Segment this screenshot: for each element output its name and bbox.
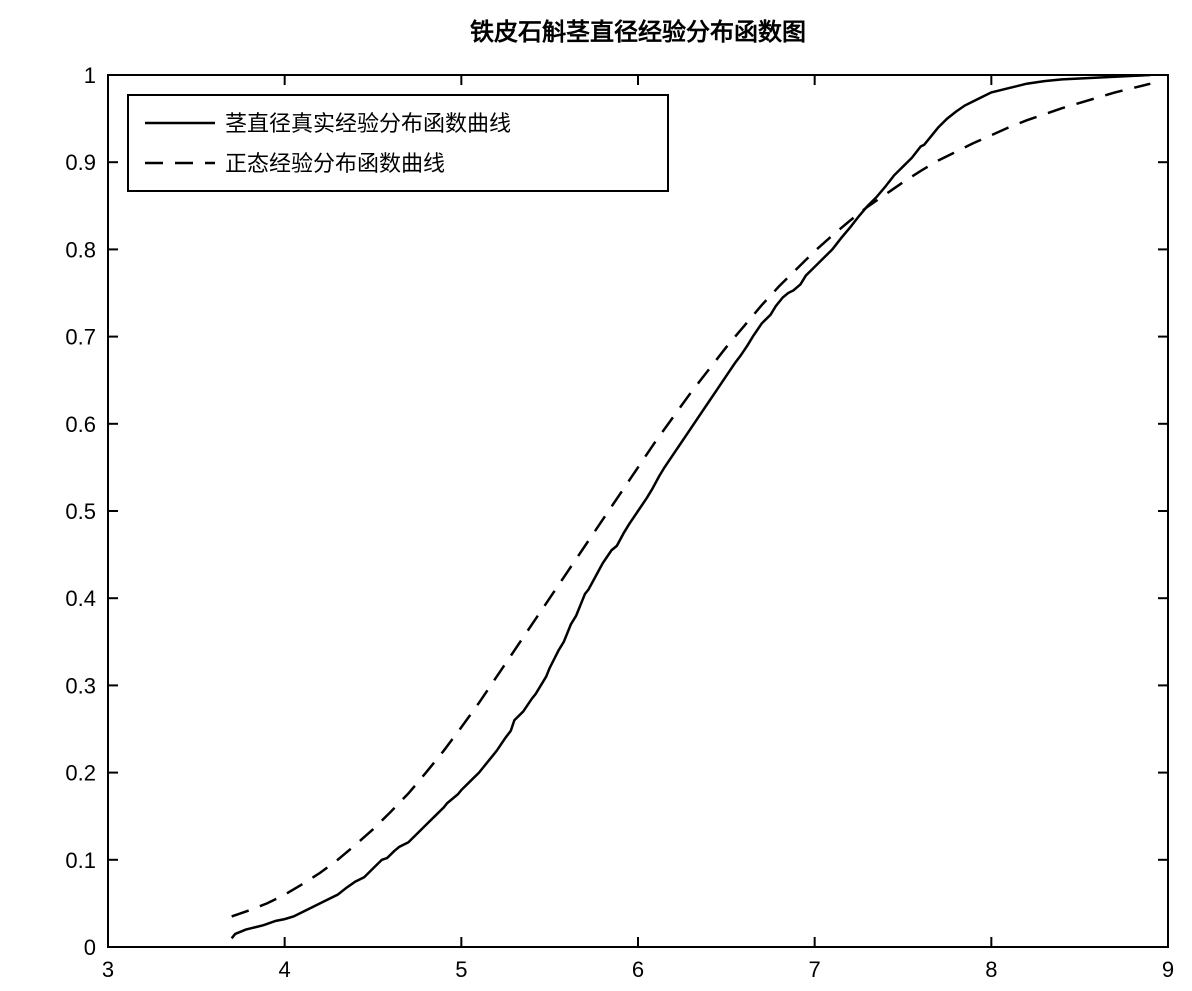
y-tick-label: 0.6: [65, 412, 96, 437]
chart-title: 铁皮石斛茎直径经验分布函数图: [470, 18, 806, 46]
legend-box: [128, 95, 668, 191]
chart-container: 铁皮石斛茎直径经验分布函数图 3 4 5 6 7 8 9 0 0.1 0.2 0.3 0.4 0.5 0.6…: [0, 0, 1192, 991]
y-tick-label: 0.9: [65, 150, 96, 175]
x-tick-label: 5: [455, 957, 467, 982]
y-tick-label: 1: [84, 63, 96, 88]
x-tick-label: 7: [809, 957, 821, 982]
x-tick-label: 6: [632, 957, 644, 982]
x-tick-label: 9: [1162, 957, 1174, 982]
y-tick-label: 0.7: [65, 325, 96, 350]
legend-label-empirical: 茎直径真实经验分布函数曲线: [225, 111, 511, 136]
x-tick-label: 4: [279, 957, 291, 982]
y-tick-label: 0.8: [65, 237, 96, 262]
x-tick-label: 3: [102, 957, 114, 982]
y-tick-label: 0.4: [65, 586, 96, 611]
y-tick-label: 0.1: [65, 848, 96, 873]
y-tick-label: 0: [84, 935, 96, 960]
ecdf-chart: 铁皮石斛茎直径经验分布函数图 3 4 5 6 7 8 9 0 0.1 0.2 0.3 0.4 0.5 0.6…: [0, 0, 1192, 991]
y-tick-label: 0.3: [65, 673, 96, 698]
y-tick-label: 0.2: [65, 761, 96, 786]
legend-label-normal: 正态经验分布函数曲线: [225, 151, 445, 176]
x-tick-label: 8: [985, 957, 997, 982]
y-tick-label: 0.5: [65, 499, 96, 524]
